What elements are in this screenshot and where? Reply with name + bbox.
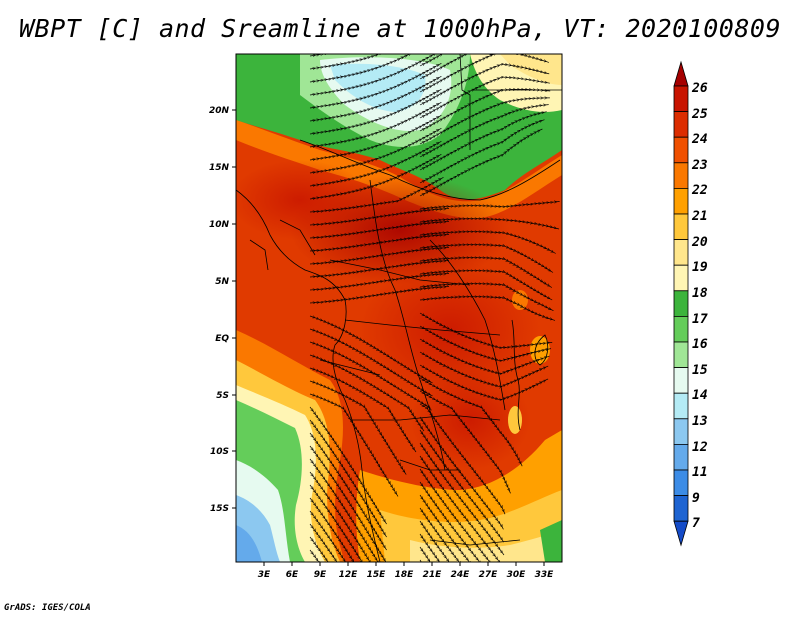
colorbar-swatch	[673, 290, 689, 317]
lat-label-20n: 20N	[209, 106, 230, 116]
colorbar-label-25: 25	[691, 107, 708, 122]
map-frame	[235, 53, 563, 563]
lon-label-18e: 18E	[395, 570, 415, 580]
colorbar-label-17: 17	[692, 312, 708, 327]
colorbar-swatch	[673, 213, 689, 241]
streamline	[419, 232, 556, 254]
colorbar-swatch	[673, 341, 689, 369]
colorbar-top-arrow	[673, 60, 689, 87]
colorbar-label-20: 20	[691, 235, 708, 250]
colorbar-swatch	[673, 111, 689, 138]
streamline	[419, 219, 560, 230]
colorbar-label-21: 21	[691, 209, 708, 224]
streamline	[419, 546, 436, 562]
colorbar-swatches	[673, 60, 689, 547]
colorbar-bottom-arrow	[673, 520, 689, 547]
streamline	[419, 297, 556, 321]
lon-label-24e: 24E	[451, 570, 471, 580]
colorbar-label-19: 19	[692, 260, 708, 275]
lon-label-6e: 6E	[286, 570, 299, 580]
lat-label-10n: 10N	[209, 220, 230, 230]
colorbar-label-22: 22	[691, 183, 708, 198]
colorbar-label-14: 14	[692, 388, 708, 403]
colorbar-labels: 26 25 24 23 22 21 20 19 18 17 16 15 14 1…	[691, 81, 708, 531]
lon-label-30e: 30E	[507, 570, 527, 580]
colorbar-label-16: 16	[692, 337, 708, 352]
lat-label-15s: 15S	[210, 504, 229, 514]
colorbar-swatch	[673, 315, 689, 343]
colorbar-label-11: 11	[692, 465, 708, 480]
lat-label-5s: 5S	[216, 391, 229, 401]
lon-label-15e: 15E	[367, 570, 387, 580]
colorbar-swatch	[673, 187, 689, 215]
colorbar-swatch	[673, 367, 689, 394]
colorbar-swatch	[673, 418, 689, 445]
lat-label-5n: 5N	[215, 277, 229, 287]
colorbar-label-12: 12	[692, 440, 708, 455]
lon-label-33e: 33E	[535, 570, 555, 580]
colorbar-swatch	[673, 136, 689, 164]
streamline	[309, 287, 450, 304]
colorbar-swatch	[673, 239, 689, 266]
colorbar-swatch	[673, 264, 689, 292]
colorbar-label-15: 15	[692, 363, 708, 378]
grads-credit: GrADS: IGES/COLA	[4, 603, 91, 613]
lon-label-12e: 12E	[339, 570, 359, 580]
colorbar-swatch	[673, 162, 689, 189]
colorbar-label-26: 26	[691, 81, 708, 96]
colorbar-label-24: 24	[691, 132, 708, 147]
longitude-axis: 3E 6E 9E 12E 15E 18E 21E 24E 27E 30E 33E	[258, 562, 554, 580]
colorbar-swatch	[673, 469, 689, 497]
lat-label-10s: 10S	[210, 447, 229, 457]
colorbar-label-18: 18	[692, 286, 708, 301]
lat-label-15n: 15N	[209, 163, 230, 173]
streamline	[309, 549, 324, 562]
colorbar-label-13: 13	[692, 414, 708, 429]
colorbar-swatch	[673, 443, 689, 471]
lon-label-27e: 27E	[479, 570, 499, 580]
streamlines	[309, 54, 560, 562]
lon-label-3e: 3E	[258, 570, 271, 580]
colorbar-label-23: 23	[691, 158, 708, 173]
streamline	[419, 202, 560, 210]
colorbar-label-7: 7	[692, 516, 700, 531]
lat-label-eq: EQ	[215, 334, 229, 344]
colorbar-label-9: 9	[692, 491, 700, 506]
lon-label-9e: 9E	[314, 570, 327, 580]
colorbar-swatch	[673, 495, 689, 522]
colorbar-swatch	[673, 392, 689, 420]
latitude-axis: 20N 15N 10N 5N EQ 5S 10S 15S	[209, 106, 236, 514]
lon-label-21e: 21E	[423, 570, 443, 580]
chart-title: WBPT [C] and Sreamline at 1000hPa, VT: 2…	[18, 14, 781, 43]
colorbar-swatch	[673, 85, 689, 113]
